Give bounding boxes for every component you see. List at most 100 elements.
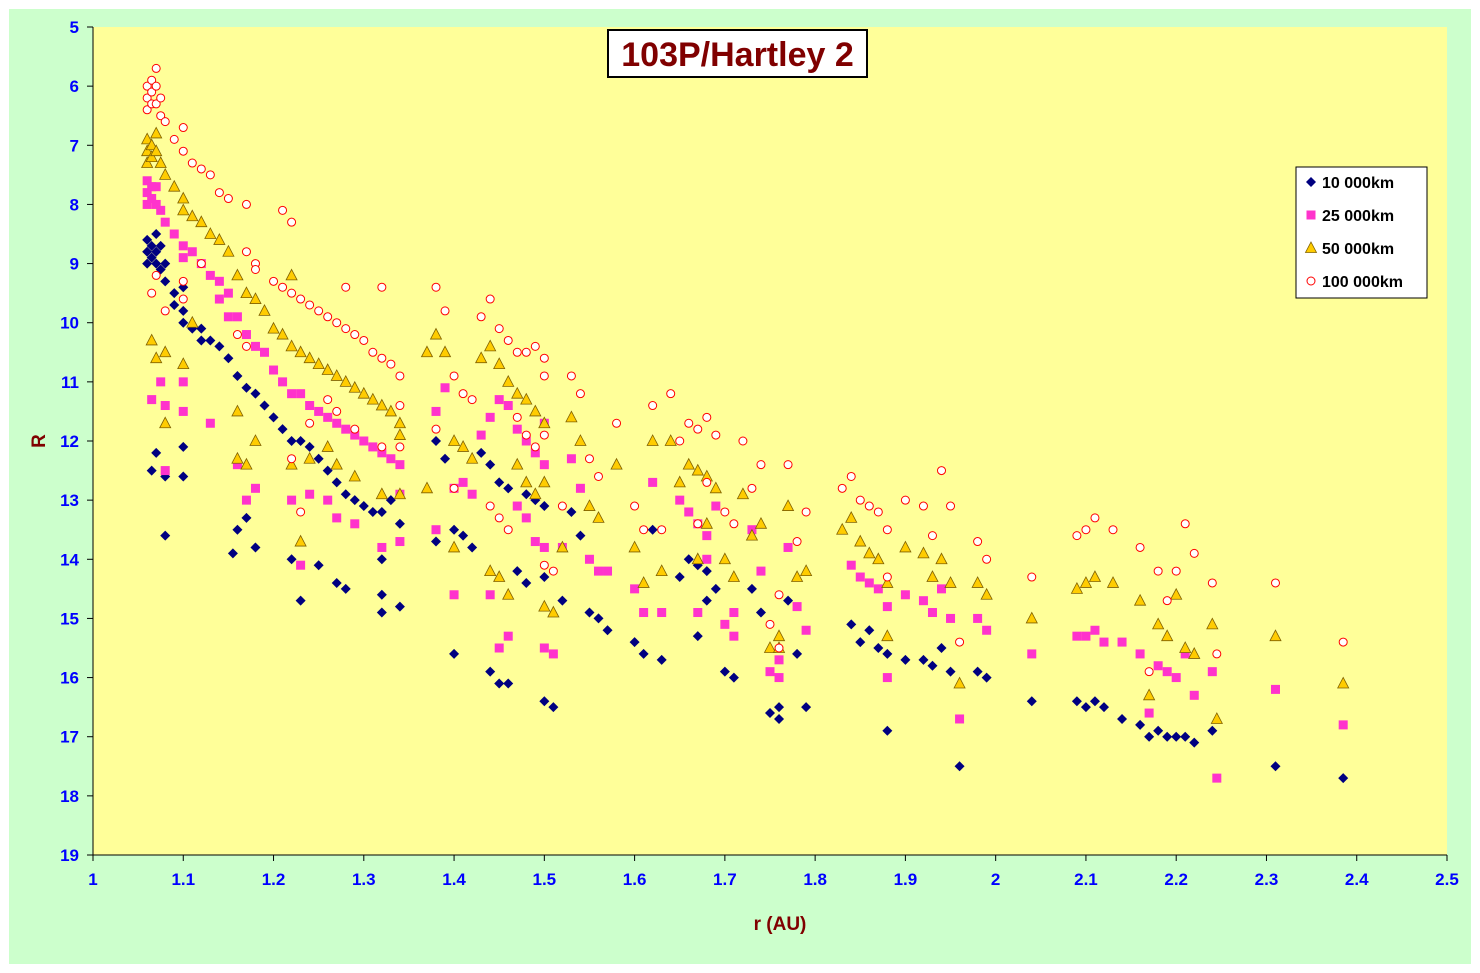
data-point: [214, 188, 224, 198]
data-point: [774, 643, 784, 653]
data-point: [296, 389, 306, 399]
data-point: [493, 570, 506, 582]
data-point: [494, 513, 504, 523]
data-point: [765, 667, 775, 677]
data-point: [882, 572, 892, 582]
data-point: [547, 605, 560, 618]
data-point: [249, 292, 262, 304]
data-point: [456, 440, 470, 452]
data-point: [1189, 737, 1200, 748]
data-point: [223, 353, 234, 364]
data-point: [241, 341, 251, 351]
data-point: [574, 434, 587, 446]
data-point: [305, 300, 315, 310]
data-point: [145, 333, 158, 346]
data-point: [1098, 702, 1109, 713]
data-point: [882, 525, 892, 535]
y-tick-label: 19: [60, 846, 79, 865]
data-point: [154, 156, 167, 168]
data-point: [774, 590, 784, 600]
data-point: [223, 312, 233, 322]
data-point: [313, 560, 324, 571]
x-tick-label: 1.5: [533, 870, 557, 889]
data-point: [494, 324, 504, 334]
data-point: [156, 205, 166, 215]
data-point: [575, 483, 585, 493]
data-point: [1099, 637, 1109, 647]
data-point: [747, 483, 757, 493]
data-point: [1151, 617, 1165, 630]
data-point: [1338, 773, 1349, 784]
data-point: [269, 365, 279, 375]
data-point: [145, 150, 158, 163]
data-point: [349, 495, 360, 506]
data-point: [340, 489, 351, 500]
data-point: [602, 625, 613, 636]
data-point: [502, 587, 515, 600]
data-point: [702, 531, 712, 541]
data-point: [592, 511, 605, 523]
data-point: [1133, 593, 1147, 606]
data-point: [917, 546, 930, 559]
data-point: [458, 530, 469, 541]
data-point: [196, 323, 207, 334]
data-point: [146, 252, 157, 263]
data-point: [521, 489, 532, 500]
data-point: [935, 552, 948, 565]
data-point: [178, 471, 189, 482]
data-point: [1161, 629, 1174, 642]
data-point: [756, 566, 766, 576]
series-2: [140, 126, 1350, 724]
data-point: [285, 268, 298, 281]
data-point: [1171, 731, 1182, 742]
data-point: [1212, 649, 1222, 659]
data-point: [503, 525, 513, 535]
data-point: [160, 258, 171, 269]
data-point: [1106, 576, 1120, 588]
chart-area: 1 1.1 1.2 1.3 1.4 1.5 1.6 1.7 1.8 1.9 2 2.1 2.2 2.3 2.…: [9, 9, 1471, 964]
data-point: [774, 702, 785, 713]
data-point: [178, 377, 188, 387]
data-point: [530, 537, 540, 547]
data-point: [756, 460, 766, 470]
data-point: [186, 315, 199, 328]
data-point: [160, 530, 171, 541]
data-point: [529, 404, 542, 417]
data-point: [332, 318, 342, 328]
x-tick-label: 2.4: [1345, 870, 1369, 889]
data-point: [142, 105, 152, 115]
data-point: [882, 725, 893, 736]
data-point: [232, 524, 243, 535]
data-point: [1025, 611, 1038, 624]
data-point: [277, 424, 288, 435]
data-point: [593, 566, 603, 576]
data-point: [186, 209, 199, 222]
data-point: [376, 607, 387, 618]
data-point: [314, 306, 324, 316]
data-point: [1072, 531, 1082, 541]
data-point: [1027, 572, 1037, 582]
data-point: [719, 666, 730, 677]
x-tick-label: 1.7: [713, 870, 737, 889]
scatter-chart: 1 1.1 1.2 1.3 1.4 1.5 1.6 1.7 1.8 1.9 2 2.1 2.2 2.3 2.…: [29, 18, 1459, 935]
data-point: [1179, 641, 1192, 653]
data-point: [395, 401, 405, 411]
data-point: [955, 714, 965, 724]
data-point: [521, 347, 531, 357]
data-point: [323, 312, 333, 322]
data-point: [241, 495, 251, 505]
data-point: [250, 264, 260, 274]
y-tick-label: 16: [60, 669, 79, 688]
legend-label: 100 000km: [1322, 274, 1403, 291]
data-point: [160, 276, 171, 287]
data-point: [357, 386, 370, 399]
data-point: [339, 374, 352, 387]
data-point: [160, 466, 170, 476]
data-point: [156, 93, 166, 103]
data-point: [539, 501, 550, 512]
data-point: [377, 353, 387, 363]
data-point: [584, 454, 594, 464]
data-point: [1135, 542, 1145, 552]
data-point: [539, 353, 549, 363]
data-point: [1117, 637, 1127, 647]
